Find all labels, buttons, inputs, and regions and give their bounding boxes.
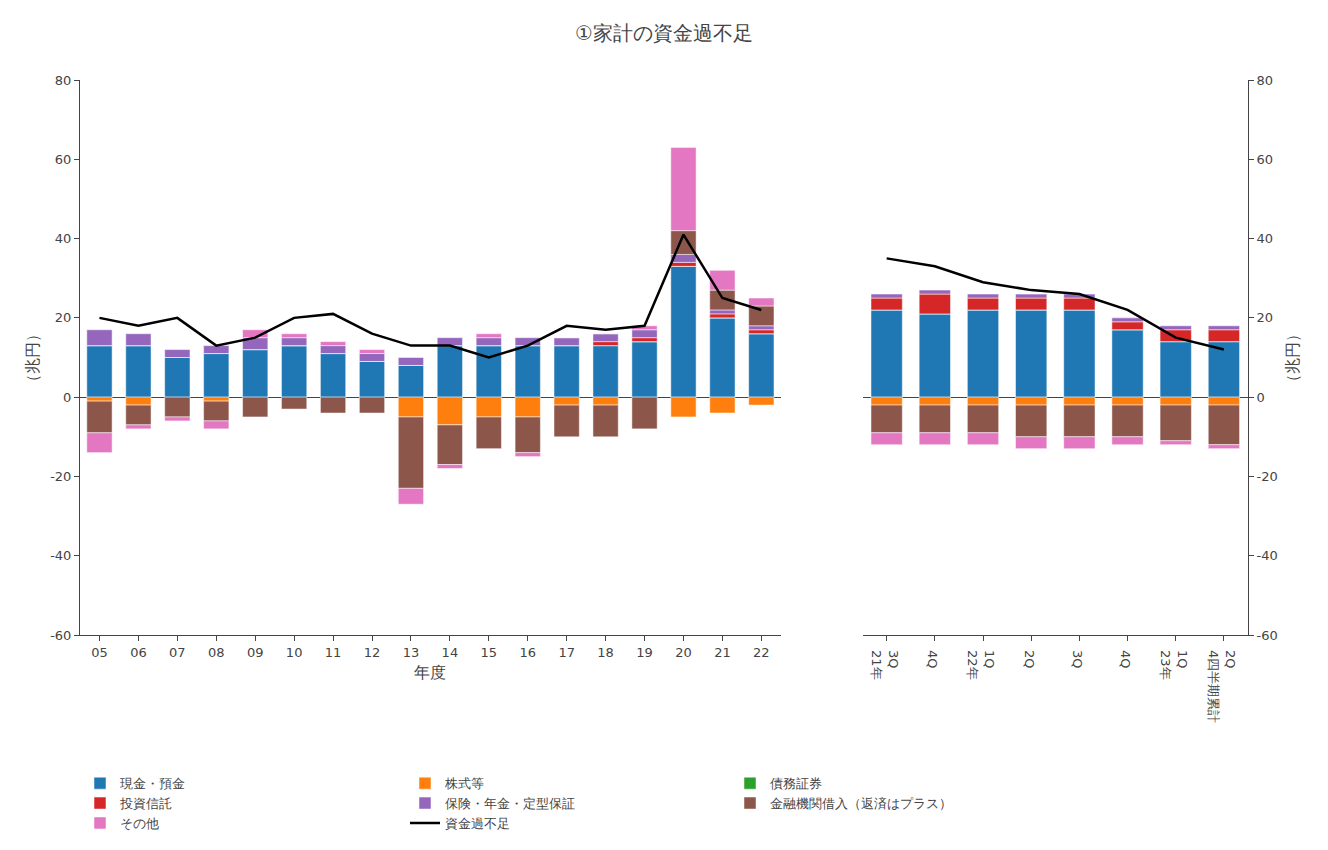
svg-text:1Q22年: 1Q22年 — [965, 650, 997, 680]
svg-text:-20: -20 — [50, 469, 71, 484]
svg-text:（兆円）: （兆円） — [1283, 326, 1302, 390]
svg-text:0: 0 — [63, 390, 71, 405]
svg-text:20: 20 — [55, 310, 72, 325]
svg-text:（兆円）: （兆円） — [23, 326, 42, 390]
svg-text:40: 40 — [55, 231, 72, 246]
svg-text:株式等: 株式等 — [444, 776, 484, 791]
svg-text:20: 20 — [675, 645, 692, 660]
svg-text:22: 22 — [753, 645, 770, 660]
svg-text:14: 14 — [442, 645, 459, 660]
svg-text:18: 18 — [597, 645, 614, 660]
svg-text:40: 40 — [1257, 231, 1274, 246]
svg-text:80: 80 — [55, 73, 72, 88]
svg-text:年度: 年度 — [414, 663, 446, 682]
svg-text:06: 06 — [130, 645, 147, 660]
svg-text:その他: その他 — [120, 816, 159, 831]
svg-text:07: 07 — [169, 645, 186, 660]
svg-text:4Q: 4Q — [1118, 650, 1133, 669]
svg-text:-60: -60 — [1257, 628, 1278, 643]
svg-text:3Q21年: 3Q21年 — [869, 650, 901, 680]
svg-text:投資信託: 投資信託 — [119, 796, 172, 811]
svg-text:-40: -40 — [50, 548, 71, 563]
svg-text:-60: -60 — [50, 628, 71, 643]
svg-text:0: 0 — [1257, 390, 1265, 405]
svg-text:2Q: 2Q — [1022, 650, 1037, 669]
svg-text:16: 16 — [519, 645, 536, 660]
svg-text:現金・預金: 現金・預金 — [120, 776, 185, 791]
svg-text:20: 20 — [1257, 310, 1274, 325]
svg-text:債務証券: 債務証券 — [770, 776, 822, 791]
svg-text:13: 13 — [403, 645, 420, 660]
svg-text:①家計の資金過不足: ①家計の資金過不足 — [575, 21, 753, 45]
svg-text:08: 08 — [208, 645, 225, 660]
svg-text:15: 15 — [481, 645, 498, 660]
svg-text:17: 17 — [558, 645, 575, 660]
svg-text:21: 21 — [714, 645, 731, 660]
svg-text:19: 19 — [636, 645, 653, 660]
svg-text:11: 11 — [325, 645, 342, 660]
svg-text:09: 09 — [247, 645, 264, 660]
svg-text:資金過不足: 資金過不足 — [445, 816, 510, 831]
svg-text:-20: -20 — [1257, 469, 1278, 484]
svg-text:60: 60 — [55, 152, 72, 167]
svg-text:12: 12 — [364, 645, 381, 660]
svg-text:80: 80 — [1257, 73, 1274, 88]
svg-text:保険・年金・定型保証: 保険・年金・定型保証 — [445, 796, 575, 811]
svg-text:-40: -40 — [1257, 548, 1278, 563]
svg-text:4Q: 4Q — [925, 650, 940, 669]
svg-text:10: 10 — [286, 645, 303, 660]
svg-text:2Q4四半期累計: 2Q4四半期累計 — [1206, 650, 1238, 723]
svg-text:05: 05 — [91, 645, 108, 660]
svg-text:3Q: 3Q — [1070, 650, 1085, 669]
svg-text:60: 60 — [1257, 152, 1274, 167]
svg-text:1Q23年: 1Q23年 — [1158, 650, 1190, 680]
svg-text:金融機関借入（返済はプラス）: 金融機関借入（返済はプラス） — [770, 796, 952, 811]
